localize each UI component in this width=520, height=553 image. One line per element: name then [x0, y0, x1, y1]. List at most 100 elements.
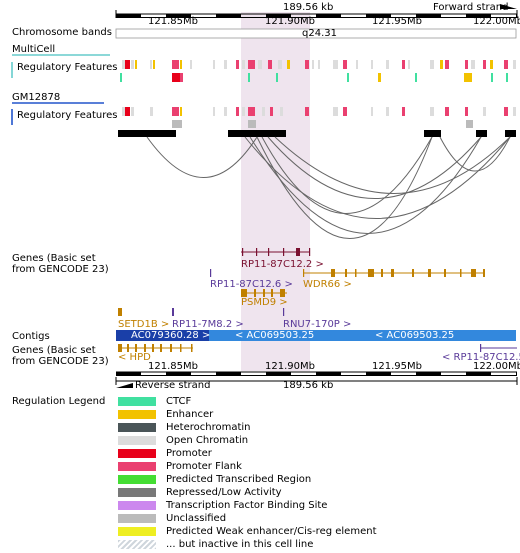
regulatory-feature-block[interactable]: [513, 107, 516, 116]
regulatory-feature-block[interactable]: [471, 60, 475, 69]
regulatory-feature-block[interactable]: [125, 107, 130, 116]
regulatory-feature-block[interactable]: [504, 60, 508, 69]
regulatory-feature-block[interactable]: [318, 60, 320, 69]
regulatory-feature-block[interactable]: [122, 60, 125, 69]
regulatory-feature-block[interactable]: [287, 60, 290, 69]
regulatory-feature-block[interactable]: [371, 60, 373, 69]
regulatory-feature-block[interactable]: [131, 107, 134, 116]
regulatory-feature-block[interactable]: [236, 60, 239, 69]
regulatory-feature-block[interactable]: [131, 60, 134, 69]
regulatory-feature-block[interactable]: [172, 60, 179, 69]
regulatory-feature-block[interactable]: [440, 60, 443, 69]
gene-rp11-87c12-2-label[interactable]: RP11-87C12.2 >: [241, 259, 324, 270]
regulatory-feature-block[interactable]: [150, 60, 152, 69]
regulatory-feature-block[interactable]: [343, 60, 347, 69]
gene-wdr66-model[interactable]: [303, 269, 485, 277]
regulatory-feature-block[interactable]: [153, 60, 155, 69]
regulatory-feature-block[interactable]: [276, 73, 278, 82]
regulatory-feature-block[interactable]: [312, 60, 314, 69]
contig-bar[interactable]: [116, 330, 516, 341]
regulatory-feature-block[interactable]: [466, 120, 473, 128]
regulatory-feature-block[interactable]: [305, 107, 309, 116]
regulatory-feature-block[interactable]: [333, 107, 338, 116]
regulatory-feature-block[interactable]: [172, 107, 179, 116]
regulatory-feature-block[interactable]: [430, 107, 434, 116]
regulatory-feature-block[interactable]: [262, 107, 265, 116]
regulatory-feature-block[interactable]: [402, 107, 405, 116]
highlight-region[interactable]: [241, 12, 310, 371]
gene-rp11-87c12-6-label[interactable]: RP11-87C12.6 >: [210, 279, 293, 290]
regulatory-feature-block[interactable]: [236, 107, 239, 116]
regulatory-feature-block[interactable]: [465, 107, 468, 116]
regulatory-feature-block[interactable]: [445, 60, 449, 69]
regulatory-feature-block[interactable]: [280, 107, 283, 116]
regulatory-feature-block[interactable]: [120, 73, 122, 82]
regulatory-feature-block[interactable]: [258, 60, 262, 69]
regulatory-feature-block[interactable]: [305, 60, 309, 69]
regulatory-feature-block[interactable]: [268, 60, 272, 69]
gene-rp11-87c12-5-label[interactable]: < RP11-87C12.5: [442, 352, 520, 363]
regulatory-feature-block[interactable]: [343, 107, 347, 116]
regulatory-feature-block[interactable]: [125, 60, 130, 69]
regulatory-feature-block[interactable]: [180, 73, 183, 82]
regulatory-feature-block[interactable]: [180, 107, 182, 116]
regulatory-feature-block[interactable]: [242, 107, 245, 116]
regulatory-feature-block[interactable]: [371, 107, 373, 116]
gene-setd1b-model[interactable]: [118, 308, 122, 316]
regulatory-feature-block[interactable]: [491, 73, 493, 82]
gene-rp11-87c12-2-model[interactable]: [241, 248, 311, 256]
gene-rp11-87c12-5-model[interactable]: [480, 344, 517, 352]
regulatory-feature-block[interactable]: [402, 60, 405, 69]
regulatory-feature-block[interactable]: [248, 107, 255, 116]
regulatory-feature-block[interactable]: [248, 60, 255, 69]
regulatory-feature-block[interactable]: [213, 107, 215, 116]
regulatory-feature-block[interactable]: [333, 60, 338, 69]
regulatory-feature-block[interactable]: [347, 73, 349, 82]
regulatory-feature-block[interactable]: [513, 60, 516, 69]
gene-rp11-7m8-2-model[interactable]: [172, 308, 174, 316]
regulatory-feature-block[interactable]: [386, 60, 389, 69]
contig-ac079360-label[interactable]: AC079360.28 >: [131, 330, 211, 341]
gene-wdr66-label[interactable]: WDR66 >: [303, 279, 352, 290]
regulatory-feature-block[interactable]: [483, 60, 486, 69]
gene-setd1b-label[interactable]: SETD1B >: [118, 319, 170, 330]
regulatory-feature-block[interactable]: [180, 60, 182, 69]
regulatory-feature-block[interactable]: [483, 107, 486, 116]
regulatory-feature-block[interactable]: [408, 60, 410, 69]
contig-ac079360[interactable]: [116, 330, 209, 341]
regulatory-feature-block[interactable]: [490, 60, 493, 69]
regulatory-feature-block[interactable]: [356, 60, 358, 69]
gene-hpd-label[interactable]: < HPD: [118, 352, 151, 363]
regulatory-feature-block[interactable]: [430, 60, 434, 69]
regulatory-feature-block[interactable]: [464, 73, 472, 82]
gene-psmd9-model[interactable]: [241, 289, 287, 297]
regulatory-feature-block[interactable]: [248, 120, 256, 128]
contig-ac069503-label-2[interactable]: < AC069503.25: [375, 330, 455, 341]
regulatory-feature-block[interactable]: [172, 120, 182, 128]
regulatory-feature-block[interactable]: [465, 60, 468, 69]
regulatory-feature-block[interactable]: [270, 107, 273, 116]
chromosome-band[interactable]: [115, 28, 517, 39]
gene-rp11-87c12-6-model[interactable]: [210, 269, 212, 277]
regulatory-feature-block[interactable]: [378, 73, 381, 82]
regulatory-feature-block[interactable]: [506, 73, 508, 82]
gene-psmd9-label[interactable]: PSMD9 >: [241, 297, 288, 308]
regulatory-feature-block[interactable]: [224, 60, 227, 69]
regulatory-feature-block[interactable]: [504, 107, 508, 116]
contig-ac069503-label-1[interactable]: < AC069503.25: [235, 330, 315, 341]
regulatory-feature-block[interactable]: [213, 60, 215, 69]
regulatory-feature-block[interactable]: [445, 107, 449, 116]
regulatory-feature-block[interactable]: [224, 107, 227, 116]
regulatory-feature-block[interactable]: [190, 60, 192, 69]
regulatory-feature-block[interactable]: [150, 107, 153, 116]
gene-rnu7-170p-model[interactable]: [283, 308, 285, 316]
regulatory-feature-block[interactable]: [242, 60, 245, 69]
regulatory-feature-block[interactable]: [248, 73, 250, 82]
regulatory-feature-block[interactable]: [278, 60, 282, 69]
regulatory-feature-block[interactable]: [122, 107, 125, 116]
gene-rp11-7m8-2-label[interactable]: RP11-7M8.2 >: [172, 319, 244, 330]
gene-rnu7-170p-label[interactable]: RNU7-170P >: [283, 319, 352, 330]
regulatory-feature-block[interactable]: [172, 73, 180, 82]
regulatory-feature-block[interactable]: [386, 107, 389, 116]
regulatory-feature-block[interactable]: [135, 60, 137, 69]
